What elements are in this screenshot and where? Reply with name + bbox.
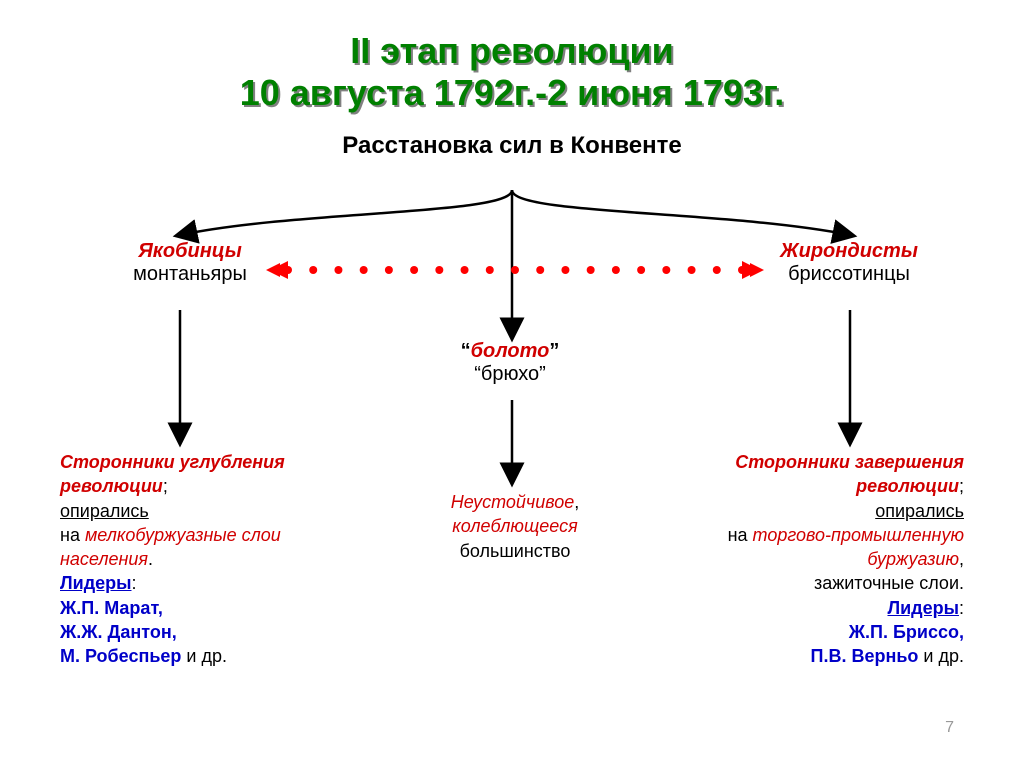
t: Сторонники завершения <box>735 452 964 472</box>
page-number: 7 <box>945 719 954 737</box>
t: П.В. Верньо <box>811 646 919 666</box>
desc-swamp: Неустойчивое, колеблющееся большинство <box>400 490 630 563</box>
subtitle: Расстановка сил в Конвенте <box>0 132 1024 160</box>
node-girondins: Жирондисты бриссотинцы <box>744 240 954 286</box>
title-line-2: 10 августа 1792г.-2 июня 1793г. <box>0 72 1024 114</box>
t: , <box>574 492 579 512</box>
page-title: II этап революции 10 августа 1792г.-2 ию… <box>0 0 1024 114</box>
jacobins-title: Якобинцы <box>90 240 290 263</box>
desc-girondins: Сторонники завершения революции; опирали… <box>664 450 964 669</box>
t: на <box>60 525 85 545</box>
t: . <box>148 549 153 569</box>
t: опирались <box>875 501 964 521</box>
node-swamp: “болото” “брюхо” <box>410 340 610 386</box>
t: : <box>959 598 964 618</box>
t: : <box>132 573 137 593</box>
diagram-area: Якобинцы монтаньяры “болото” “брюхо” Жир… <box>0 160 1024 680</box>
t: , <box>959 549 964 569</box>
girondins-subtitle: бриссотинцы <box>744 263 954 286</box>
t: революции <box>856 476 959 496</box>
t: большинство <box>460 541 571 561</box>
t: Лидеры <box>60 573 132 593</box>
t: Сторонники углубления <box>60 452 285 472</box>
t: революции <box>60 476 163 496</box>
desc-jacobins: Сторонники углубления революции; опирали… <box>60 450 350 669</box>
t: колеблющееся <box>452 516 577 536</box>
swamp-title: “болото” <box>410 340 610 363</box>
t: М. Робеспьер <box>60 646 181 666</box>
t: зажиточные слои. <box>814 573 964 593</box>
jacobins-subtitle: монтаньяры <box>90 263 290 286</box>
node-jacobins: Якобинцы монтаньяры <box>90 240 290 286</box>
swamp-subtitle: “брюхо” <box>410 363 610 386</box>
t: ; <box>959 476 964 496</box>
t: торгово-промышленную буржуазию <box>753 525 964 569</box>
t: и др. <box>918 646 964 666</box>
t: Ж.П. Бриссо, <box>849 622 964 642</box>
girondins-title: Жирондисты <box>744 240 954 263</box>
t: Неустойчивое <box>451 492 575 512</box>
title-line-1: II этап революции <box>0 30 1024 72</box>
t: ; <box>163 476 168 496</box>
t: опирались <box>60 501 149 521</box>
t: на <box>728 525 753 545</box>
t: мелкобуржуазные слои населения <box>60 525 281 569</box>
t: Ж.П. Марат, <box>60 598 163 618</box>
t: Лидеры <box>887 598 959 618</box>
t: Ж.Ж. Дантон, <box>60 622 177 642</box>
t: и др. <box>181 646 227 666</box>
